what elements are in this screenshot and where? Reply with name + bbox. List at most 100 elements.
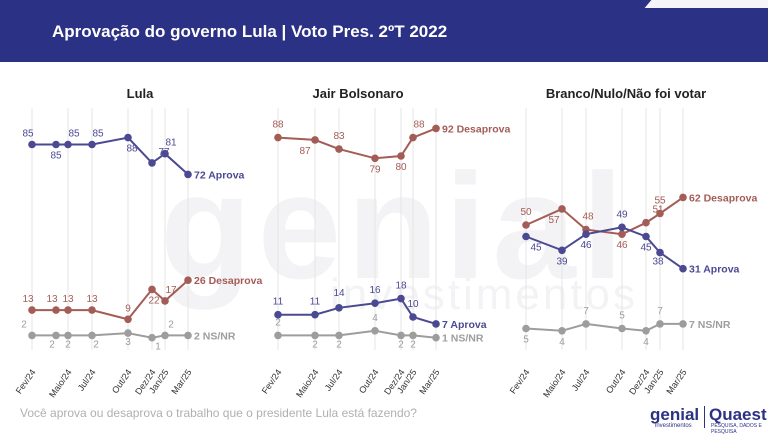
- data-point: [618, 223, 626, 232]
- data-label: 2: [336, 339, 342, 350]
- x-tick-label: Out/24: [110, 367, 134, 395]
- data-label: 2: [410, 339, 416, 350]
- data-point: [397, 331, 405, 340]
- data-point: [161, 331, 169, 340]
- data-point: [679, 264, 687, 273]
- data-label: 7: [657, 306, 663, 317]
- end-label: 72 Aprova: [194, 169, 245, 181]
- x-tick-label: Fev/24: [14, 367, 38, 395]
- data-point: [148, 159, 156, 167]
- x-tick-label: Maio/24: [47, 367, 74, 399]
- x-tick-label: Jul/24: [76, 367, 98, 392]
- data-label: 2: [275, 317, 281, 328]
- watermark-sub: investimentos: [330, 270, 639, 319]
- end-label: 7 Aprova: [442, 319, 487, 331]
- data-label: 2: [168, 319, 174, 330]
- chart-title: Jair Bolsonaro: [312, 86, 403, 101]
- data-label: 7: [583, 306, 589, 317]
- data-label: 13: [62, 294, 74, 305]
- data-point: [397, 294, 405, 303]
- data-point: [642, 218, 650, 227]
- data-label: 2: [312, 339, 318, 350]
- end-label: 26 Desaprova: [194, 275, 262, 287]
- data-point: [52, 140, 60, 149]
- data-point: [88, 331, 96, 340]
- data-point: [311, 310, 319, 319]
- data-label: 18: [395, 281, 407, 292]
- data-point: [64, 331, 72, 340]
- x-tick-label: Maio/24: [294, 367, 321, 399]
- data-label: 14: [333, 288, 345, 299]
- data-point: [409, 133, 417, 142]
- data-point: [679, 193, 687, 202]
- data-label: 11: [310, 297, 321, 308]
- x-tick-label: Fev/24: [260, 367, 284, 395]
- data-label: 13: [86, 294, 98, 305]
- data-point: [656, 248, 664, 257]
- data-label: 83: [333, 131, 345, 142]
- data-point: [148, 333, 156, 342]
- data-point: [88, 140, 96, 149]
- data-point: [88, 306, 96, 314]
- data-label: 80: [395, 162, 407, 173]
- watermark-main: genial: [160, 142, 630, 310]
- data-label: 39: [556, 256, 568, 267]
- data-label: 4: [643, 337, 649, 348]
- footer-question: Você aprova ou desaprova o trabalho que …: [20, 406, 417, 420]
- chart-panel-3: Branco/Nulo/Não foi votar Fev/24 Maio/24 Ju…: [508, 86, 758, 399]
- data-label: 85: [22, 129, 34, 140]
- x-tick-label: Jul/24: [570, 367, 592, 392]
- data-label: 22: [148, 295, 160, 306]
- data-point: [28, 331, 36, 340]
- data-label: 55: [654, 196, 666, 207]
- data-label: 46: [616, 240, 628, 251]
- data-point: [161, 297, 169, 305]
- data-point: [409, 331, 417, 340]
- x-tick-label: Jul/24: [323, 367, 345, 392]
- chart-title: Branco/Nulo/Não foi votar: [546, 86, 706, 101]
- data-label: 16: [369, 285, 381, 296]
- data-label: 38: [652, 257, 664, 268]
- data-point: [558, 246, 566, 255]
- data-label: 11: [273, 297, 284, 308]
- data-point: [371, 154, 379, 163]
- data-label: 88: [413, 120, 425, 131]
- data-label: 17: [165, 285, 177, 296]
- data-point: [679, 320, 687, 328]
- data-point: [642, 232, 650, 241]
- data-point: [642, 327, 650, 335]
- data-point: [656, 209, 664, 218]
- data-label: 88: [272, 120, 284, 131]
- x-tick-label: Mar/25: [417, 367, 441, 396]
- data-point: [311, 136, 319, 144]
- data-label: 13: [46, 294, 58, 305]
- x-tick-label: Out/24: [357, 367, 381, 395]
- data-point: [618, 230, 626, 238]
- logo-separator: [704, 406, 705, 428]
- data-label: 5: [523, 335, 529, 346]
- end-label: 62 Desaprova: [689, 192, 757, 204]
- data-point: [274, 310, 282, 319]
- data-point: [335, 145, 343, 153]
- data-point: [184, 331, 192, 340]
- end-label: 92 Desaprova: [442, 123, 510, 135]
- data-point: [522, 232, 530, 241]
- logo-genial: genial: [650, 405, 700, 424]
- x-tick-label: Mar/25: [664, 367, 688, 396]
- end-label: 1 NS/NR: [442, 333, 484, 345]
- data-label: 50: [520, 207, 532, 218]
- data-point: [274, 331, 282, 340]
- data-label: 85: [92, 129, 104, 140]
- data-label: 85: [50, 151, 62, 162]
- data-label: 79: [369, 164, 381, 175]
- data-label: 45: [640, 243, 652, 254]
- data-point: [184, 276, 192, 285]
- data-point: [558, 327, 566, 335]
- data-point: [311, 331, 319, 340]
- data-point: [522, 324, 530, 333]
- data-label: 2: [93, 339, 99, 350]
- data-label: 48: [582, 212, 594, 223]
- data-point: [371, 327, 379, 335]
